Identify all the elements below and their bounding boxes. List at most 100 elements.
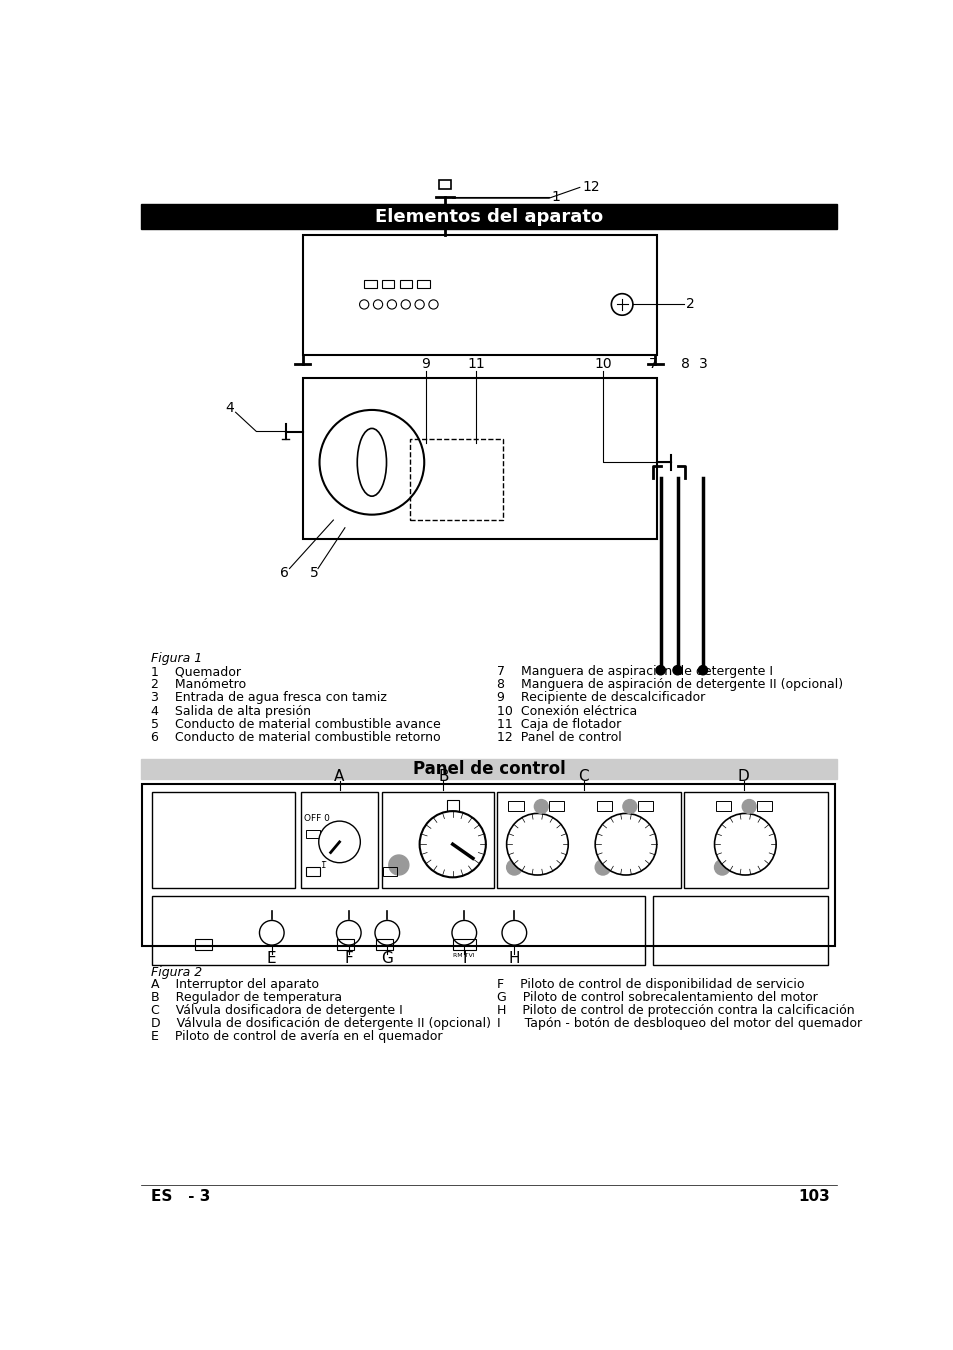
- Circle shape: [506, 860, 521, 875]
- Circle shape: [419, 811, 485, 878]
- Text: H: H: [508, 950, 519, 965]
- Bar: [446, 801, 458, 811]
- Text: 4    Salida de alta presión: 4 Salida de alta presión: [151, 705, 311, 717]
- Text: 10: 10: [594, 356, 611, 371]
- Circle shape: [672, 666, 681, 675]
- Text: 1̅: 1̅: [320, 860, 325, 869]
- Text: 7    Manguera de aspiración de detergente I: 7 Manguera de aspiración de detergente I: [497, 666, 772, 678]
- Bar: [375, 940, 393, 949]
- Text: F: F: [344, 950, 353, 965]
- Text: 5    Conducto de material combustible avance: 5 Conducto de material combustible avanc…: [151, 718, 440, 730]
- Bar: [410, 439, 502, 520]
- Circle shape: [336, 921, 361, 945]
- Bar: [548, 801, 564, 811]
- Text: I      Tapón - botón de desbloqueo del motor del quemador: I Tapón - botón de desbloqueo del motor …: [497, 1017, 861, 1030]
- Text: 3: 3: [698, 356, 706, 371]
- Bar: [756, 801, 772, 811]
- Bar: [152, 896, 644, 965]
- Bar: [336, 940, 354, 949]
- Text: Figura 2: Figura 2: [151, 965, 202, 979]
- Bar: [152, 792, 294, 888]
- Text: I: I: [461, 950, 466, 965]
- Bar: [141, 204, 836, 230]
- Text: 8: 8: [680, 356, 689, 371]
- Bar: [508, 801, 523, 811]
- Bar: [301, 792, 377, 888]
- Text: OFF 0: OFF 0: [304, 814, 330, 824]
- Text: 2    Manómetro: 2 Manómetro: [151, 678, 246, 691]
- Bar: [652, 896, 827, 965]
- Circle shape: [534, 799, 548, 814]
- Text: 10  Conexión eléctrica: 10 Conexión eléctrica: [497, 705, 637, 717]
- Text: 8    Manguera de aspiración de detergente II (opcional): 8 Manguera de aspiración de detergente I…: [497, 678, 841, 691]
- Text: 7: 7: [648, 356, 657, 371]
- Bar: [302, 235, 656, 355]
- Circle shape: [622, 799, 636, 814]
- Text: 9    Recipiente de descalcificador: 9 Recipiente de descalcificador: [497, 691, 704, 705]
- Text: A: A: [334, 769, 344, 784]
- Text: 12  Panel de control: 12 Panel de control: [497, 730, 620, 744]
- Text: 3    Entrada de agua fresca con tamiz: 3 Entrada de agua fresca con tamiz: [151, 691, 386, 705]
- Text: 5: 5: [310, 566, 318, 580]
- Text: F    Piloto de control de disponibilidad de servicio: F Piloto de control de disponibilidad de…: [497, 977, 803, 991]
- Circle shape: [501, 921, 526, 945]
- Text: G    Piloto de control sobrecalentamiento del motor: G Piloto de control sobrecalentamiento d…: [497, 991, 817, 1004]
- Text: RM TVI: RM TVI: [453, 953, 475, 957]
- Circle shape: [698, 666, 707, 675]
- Bar: [438, 180, 451, 189]
- Text: A    Interruptor del aparato: A Interruptor del aparato: [151, 977, 318, 991]
- Bar: [141, 759, 836, 779]
- Text: B: B: [437, 769, 448, 784]
- Circle shape: [656, 666, 664, 675]
- Bar: [302, 378, 656, 539]
- Circle shape: [595, 860, 610, 875]
- Bar: [497, 792, 679, 888]
- Text: 1: 1: [551, 189, 559, 204]
- Text: B    Regulador de temperatura: B Regulador de temperatura: [151, 991, 342, 1004]
- Text: Elementos del aparato: Elementos del aparato: [375, 208, 602, 225]
- Circle shape: [452, 921, 476, 945]
- Text: E    Piloto de control de avería en el quemador: E Piloto de control de avería en el quem…: [151, 1030, 442, 1044]
- Text: H    Piloto de control de protección contra la calcificación: H Piloto de control de protección contra…: [497, 1004, 853, 1017]
- Text: 103: 103: [798, 1189, 829, 1204]
- Circle shape: [375, 921, 399, 945]
- Text: 11: 11: [466, 356, 484, 371]
- Bar: [306, 867, 320, 876]
- Circle shape: [319, 410, 424, 514]
- Text: C    Válvula dosificadora de detergente I: C Válvula dosificadora de detergente I: [151, 1004, 402, 1017]
- Text: C: C: [578, 769, 588, 784]
- Text: 9: 9: [421, 356, 430, 371]
- Bar: [683, 792, 827, 888]
- Circle shape: [714, 814, 776, 875]
- Text: E: E: [267, 950, 276, 965]
- Text: Panel de control: Panel de control: [412, 760, 565, 778]
- Bar: [596, 801, 612, 811]
- Bar: [453, 940, 476, 949]
- Bar: [416, 279, 429, 288]
- Circle shape: [259, 921, 284, 945]
- Bar: [383, 867, 396, 876]
- Circle shape: [714, 860, 729, 875]
- Text: 6    Conducto de material combustible retorno: 6 Conducto de material combustible retor…: [151, 730, 440, 744]
- Bar: [364, 279, 376, 288]
- Bar: [194, 940, 212, 949]
- Bar: [381, 792, 493, 888]
- Bar: [306, 830, 320, 838]
- Text: ES   - 3: ES - 3: [151, 1189, 210, 1204]
- Circle shape: [506, 814, 568, 875]
- Circle shape: [318, 821, 360, 863]
- Bar: [142, 784, 835, 946]
- Bar: [399, 279, 412, 288]
- Text: 2: 2: [685, 297, 694, 312]
- Bar: [381, 279, 394, 288]
- Circle shape: [595, 814, 656, 875]
- Bar: [637, 801, 652, 811]
- Text: 12: 12: [581, 181, 599, 194]
- Text: 4: 4: [225, 401, 233, 416]
- Bar: [716, 801, 731, 811]
- Text: D: D: [738, 769, 749, 784]
- Text: 1    Quemador: 1 Quemador: [151, 666, 241, 678]
- Text: 6: 6: [280, 566, 289, 580]
- Circle shape: [389, 855, 409, 875]
- Text: D    Válvula de dosificación de detergente II (opcional): D Válvula de dosificación de detergente …: [151, 1017, 491, 1030]
